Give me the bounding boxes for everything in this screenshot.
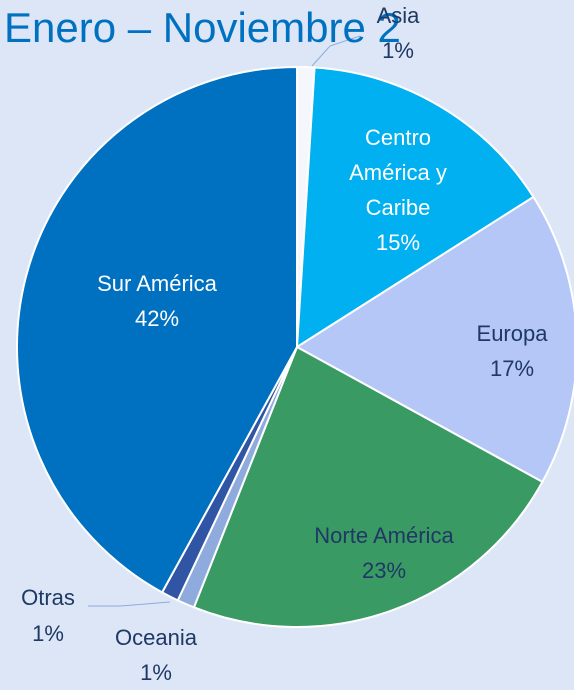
label-name: Centro América y Caribe xyxy=(349,125,447,220)
label-name: Norte América xyxy=(314,523,454,548)
label-value: 42% xyxy=(134,306,180,331)
slice-label: Centro América y Caribe 15% xyxy=(323,120,473,260)
leader-line xyxy=(311,35,361,67)
label-value: 15% xyxy=(375,230,421,255)
label-value: 1% xyxy=(382,38,414,63)
pie-slice xyxy=(295,195,574,484)
label-name: Otras xyxy=(21,585,75,610)
chart-title: Enero – Noviembre 2 xyxy=(4,4,401,51)
slice-label: Otras 1% xyxy=(8,580,88,652)
slice-label: Europa 17% xyxy=(452,316,572,386)
slice-label: Asia 1% xyxy=(358,0,438,68)
slice-label: Oceania 1% xyxy=(86,620,226,690)
label-name: Europa xyxy=(476,321,548,346)
slice-label: Norte América 23% xyxy=(264,518,504,588)
label-value: 23% xyxy=(361,558,407,583)
pie-slice xyxy=(192,345,544,628)
pie-slice xyxy=(295,66,535,349)
leader-line xyxy=(88,601,171,607)
label-value: 17% xyxy=(489,356,535,381)
label-value: 1% xyxy=(32,621,64,646)
label-value: 1% xyxy=(140,660,172,685)
label-name: Asia xyxy=(376,3,420,28)
label-name: Oceania xyxy=(115,625,197,650)
slice-label: Sur América 42% xyxy=(57,266,257,336)
label-name: Sur América xyxy=(97,271,217,296)
pie-slice xyxy=(16,65,298,594)
